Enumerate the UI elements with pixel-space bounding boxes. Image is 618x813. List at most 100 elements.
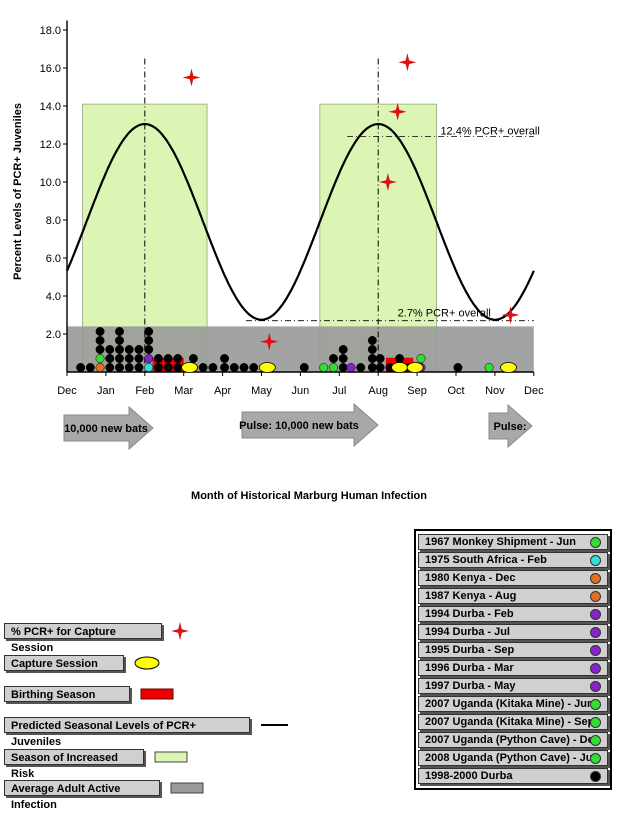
legend-symbol-gray-rect [170, 782, 204, 794]
y-tick-label-2: 6.0 [46, 253, 61, 265]
x-tick-label-7: Jul [332, 385, 346, 397]
incident-dot-12 [115, 345, 124, 354]
incident-dot-20 [134, 345, 144, 354]
pcr-star-4 [378, 173, 397, 191]
right-legend-label: 1975 South Africa - Feb [425, 554, 547, 566]
right-legend-label: 1994 Durba - Jul [425, 626, 510, 638]
x-tick-label-8: Aug [368, 385, 388, 397]
right-legend-item-6: 1995 Durba - Sep [418, 642, 608, 658]
incident-dot-17 [124, 345, 134, 354]
incident-dot-19 [134, 354, 144, 363]
y-tick-label-7: 16.0 [40, 63, 61, 75]
x-tick-label-3: Mar [174, 385, 193, 397]
incident-dot-25 [144, 327, 154, 336]
x-tick-label-12: Dec [524, 385, 544, 397]
pcr-star-1 [260, 332, 279, 351]
y-tick-label-5: 12.0 [40, 139, 61, 151]
right-legend-label: 1998-2000 Durba [425, 770, 513, 782]
y-tick-label-6: 14.0 [40, 101, 61, 113]
incident-dot-31 [173, 354, 183, 363]
x-tick-label-0: Dec [57, 385, 77, 397]
right-legend-dot [590, 609, 601, 620]
incident-dot-40 [249, 363, 259, 372]
annotation-low: 2.7% PCR+ overall [398, 308, 491, 320]
incident-dot-0 [76, 363, 86, 372]
right-legend-dot [590, 645, 601, 656]
incident-dot-63 [453, 363, 463, 372]
incident-dot-15 [124, 363, 134, 372]
incident-dot-1 [85, 363, 95, 372]
pulse-arrow-2 [488, 403, 533, 449]
right-legend-dot [590, 753, 601, 764]
incident-dot-5 [95, 336, 105, 345]
y-tick-label-3: 8.0 [46, 215, 61, 227]
pulse-arrow-1 [241, 402, 379, 448]
incident-dot-18 [134, 363, 144, 372]
right-legend-label: 2007 Uganda (Python Cave) - Dec [425, 734, 600, 746]
legend-symbol-line [261, 724, 288, 726]
right-legend-label: 1967 Monkey Shipment - Jun [425, 536, 576, 548]
incident-dot-14 [115, 327, 124, 336]
incident-dot-48 [338, 345, 348, 354]
incident-dot-62 [416, 354, 426, 363]
incident-dot-33 [188, 354, 198, 363]
pulse-arrow-0 [63, 405, 154, 451]
x-tick-label-10: Oct [447, 385, 464, 397]
x-tick-label-11: Nov [485, 385, 505, 397]
x-tick-label-9: Sep [407, 385, 427, 397]
incident-dot-52 [367, 354, 377, 363]
right-legend-label: 2008 Uganda (Python Cave) - Jun [425, 752, 600, 764]
right-legend-dot [590, 591, 601, 602]
incident-dot-24 [144, 336, 154, 345]
incident-dot-64 [484, 363, 494, 372]
capture-session-2 [391, 362, 408, 373]
incident-dot-37 [220, 354, 229, 363]
incident-dot-8 [105, 354, 115, 363]
right-legend: 1967 Monkey Shipment - Jun 1975 South Afr… [414, 529, 612, 790]
incident-dot-23 [144, 345, 154, 354]
pulse-label-2: Pulse: [493, 421, 526, 433]
incident-dot-49 [346, 363, 356, 372]
pcr-star-3 [398, 53, 417, 72]
left-legend-item-3: Predicted Seasonal Levels of PCR+ Juveni… [4, 717, 250, 748]
pcr-star-5 [501, 306, 520, 324]
pcr-star-2 [388, 102, 407, 121]
right-legend-item-13: 1998-2000 Durba [418, 768, 608, 784]
incident-dot-51 [367, 363, 377, 372]
right-legend-dot [590, 699, 601, 710]
incident-dot-54 [367, 336, 377, 345]
capture-session-1 [258, 362, 276, 373]
incident-dot-56 [375, 354, 385, 363]
right-legend-label: 1997 Durba - May [425, 680, 516, 692]
incident-dot-27 [153, 354, 163, 363]
pulse-label-0: 10,000 new bats [64, 423, 148, 435]
right-legend-item-3: 1987 Kenya - Aug [418, 588, 608, 604]
x-axis-title: Month of Historical Marburg Human Infect… [191, 490, 427, 502]
incident-dot-43 [319, 363, 329, 372]
incident-dot-42 [299, 363, 309, 372]
incident-dot-13 [115, 336, 124, 345]
y-tick-label-1: 4.0 [46, 291, 61, 303]
incident-dot-9 [105, 345, 115, 354]
right-legend-item-10: 2007 Uganda (Kitaka Mine) - Sep [418, 714, 608, 730]
y-tick-label-0: 2.0 [46, 329, 61, 341]
incident-dot-59 [395, 354, 405, 363]
right-legend-dot [590, 573, 601, 584]
chart: 12.4% PCR+ overall 2.7% PCR+ overall 2.0 4… [12, 20, 544, 451]
left-legend-item-0: % PCR+ for Capture Session [4, 623, 162, 654]
incident-dot-30 [173, 363, 183, 372]
capture-session-4 [500, 362, 517, 373]
right-legend-dot [590, 555, 601, 566]
right-legend-dot [590, 681, 601, 692]
capture-session-0 [181, 362, 198, 373]
incident-dot-4 [95, 345, 105, 354]
incident-dot-47 [338, 354, 348, 363]
incident-dot-16 [124, 354, 134, 363]
incident-dot-38 [229, 363, 239, 372]
legend-symbol-star [172, 622, 189, 640]
incident-dot-2 [95, 363, 105, 372]
incident-dot-28 [163, 363, 173, 372]
incident-dot-26 [153, 363, 163, 372]
incident-dot-10 [115, 363, 124, 372]
right-legend-label: 1980 Kenya - Dec [425, 572, 516, 584]
